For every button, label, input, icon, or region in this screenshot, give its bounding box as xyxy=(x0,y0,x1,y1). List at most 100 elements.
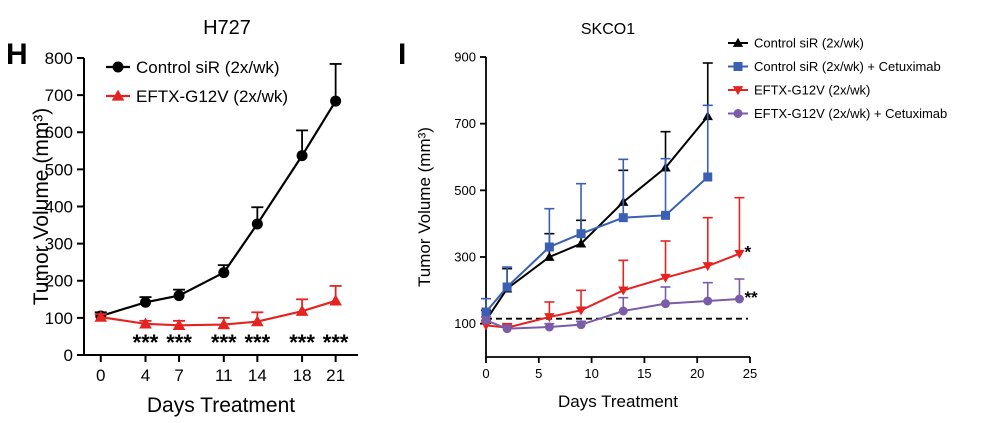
chart-title: H727 xyxy=(203,17,251,39)
legend-marker xyxy=(112,61,124,73)
x-tick-label: 10 xyxy=(584,366,598,381)
data-point xyxy=(544,242,554,252)
x-tick-label: 11 xyxy=(215,366,233,385)
y-tick-label: 0 xyxy=(64,346,73,365)
y-tick-label: 700 xyxy=(45,86,73,105)
series-line xyxy=(100,100,337,318)
x-axis-label: Days Treatment xyxy=(147,394,295,417)
x-tick-label: 25 xyxy=(743,366,757,381)
series-0 xyxy=(480,62,713,325)
y-tick-label: 400 xyxy=(45,197,73,216)
data-point xyxy=(295,304,309,316)
significance-label: *** xyxy=(289,330,315,355)
axes: 0 100 200 300 400 500 600 700 800 0 4 7 11 14 18 21 xyxy=(45,49,358,385)
chart-h727: H727 0 100 200 300 400 500 600 700 800 0 4 7 11 14 18 21… xyxy=(30,17,358,417)
legend-label: Control siR (2x/wk) xyxy=(136,58,280,77)
y-tick-label: 300 xyxy=(45,235,73,254)
x-tick-label: 14 xyxy=(248,366,267,385)
axes: 100 300 500 700 900 0 5 10 15 20 25 xyxy=(454,50,757,381)
data-point xyxy=(575,306,587,316)
y-tick-label: 700 xyxy=(454,116,476,131)
data-point xyxy=(544,322,554,332)
significance-label: *** xyxy=(211,330,237,355)
y-tick-label: 500 xyxy=(454,183,476,198)
data-point xyxy=(660,273,671,283)
series-3 xyxy=(481,278,745,334)
data-point xyxy=(661,210,671,220)
data-point xyxy=(251,218,263,230)
data-point xyxy=(330,95,342,107)
data-point xyxy=(734,249,745,259)
data-point xyxy=(703,296,713,306)
data-point xyxy=(576,229,586,239)
series-0 xyxy=(94,63,342,322)
legend: Control siR (2x/wk) Control siR (2x/wk) +… xyxy=(728,36,947,121)
series-line xyxy=(485,115,709,321)
significance-label: *** xyxy=(245,330,271,355)
data-point xyxy=(172,318,186,330)
x-axis-label: Days Treatment xyxy=(558,392,678,411)
y-tick-label: 500 xyxy=(45,160,73,179)
significance-label: * xyxy=(744,243,751,262)
data-point xyxy=(703,172,713,182)
series-line xyxy=(485,298,740,330)
legend-label: Control siR (2x/wk) + Cetuximab xyxy=(754,59,941,74)
x-tick-label: 21 xyxy=(326,366,345,385)
x-tick-label: 5 xyxy=(535,366,542,381)
data-point xyxy=(502,324,512,334)
data-point xyxy=(544,251,555,261)
data-point xyxy=(618,306,628,316)
significance-label: *** xyxy=(166,330,192,355)
legend-marker xyxy=(733,109,743,118)
data-point xyxy=(618,213,628,223)
x-tick-label: 18 xyxy=(293,366,312,385)
legend-label: EFTX-G12V (2x/wk) xyxy=(754,83,870,98)
legend-marker xyxy=(732,37,744,47)
series-1 xyxy=(94,285,342,330)
x-tick-label: 15 xyxy=(637,366,651,381)
data-point xyxy=(481,315,491,325)
data-point xyxy=(140,296,152,308)
chart-title: SKCO1 xyxy=(581,21,635,38)
y-tick-label: 900 xyxy=(454,50,476,65)
y-tick-label: 200 xyxy=(45,272,73,291)
y-axis-label: Tumor Volume (mm³) xyxy=(415,127,434,287)
legend: Control siR (2x/wk) EFTX-G12V (2x/wk) xyxy=(106,58,288,106)
y-tick-label: 800 xyxy=(45,49,73,68)
chart-skco1: SKCO1 100 300 500 700 900 0 5 10 15 20 25 Days Treat… xyxy=(415,21,947,411)
significance-label: ** xyxy=(744,288,758,307)
series-line xyxy=(485,176,709,313)
data-point xyxy=(296,150,308,162)
legend-label: EFTX-G12V (2x/wk) xyxy=(136,87,288,106)
y-tick-label: 100 xyxy=(45,309,73,328)
x-tick-label: 7 xyxy=(174,366,183,385)
legend-marker xyxy=(732,86,744,96)
significance-label: *** xyxy=(323,330,349,355)
data-point xyxy=(218,267,230,279)
data-point xyxy=(139,317,152,329)
data-point xyxy=(94,310,108,322)
legend-label: EFTX-G12V (2x/wk) + Cetuximab xyxy=(754,106,947,121)
data-point xyxy=(329,294,342,306)
x-tick-label: 20 xyxy=(690,366,704,381)
data-point xyxy=(618,286,629,296)
legend-marker xyxy=(111,89,125,101)
y-tick-label: 300 xyxy=(454,250,476,265)
data-point xyxy=(734,294,744,304)
data-point xyxy=(576,320,586,330)
data-point xyxy=(575,238,587,248)
data-point xyxy=(217,318,231,330)
x-tick-label: 0 xyxy=(482,366,489,381)
data-point xyxy=(251,315,264,327)
data-point xyxy=(661,299,671,309)
x-tick-label: 4 xyxy=(141,366,150,385)
data-point xyxy=(544,313,555,323)
data-point xyxy=(702,262,713,272)
y-axis-label: Tumor Volume (mm³) xyxy=(30,108,53,306)
data-point xyxy=(502,282,512,292)
y-tick-label: 600 xyxy=(45,123,73,142)
series-line xyxy=(485,252,740,329)
data-point xyxy=(481,307,491,317)
series-1 xyxy=(481,104,713,317)
